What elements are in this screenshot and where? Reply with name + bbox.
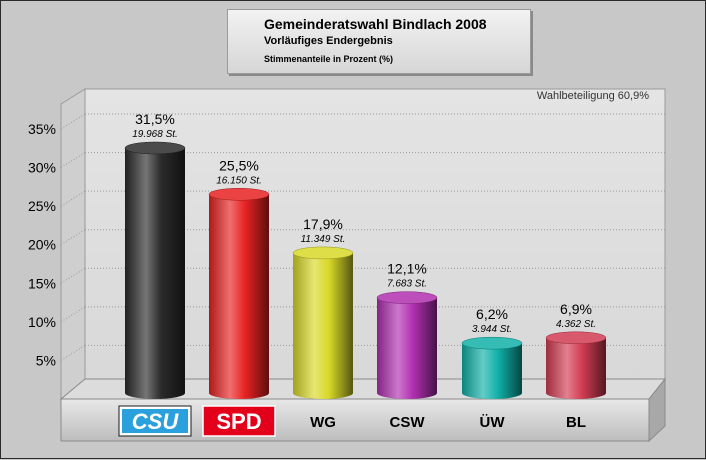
csu-logo-text: CSU [132,409,180,434]
votes-label: 19.968 St. [132,129,178,140]
title-box: Gemeinderatswahl Bindlach 2008 Vorläufig… [227,9,531,74]
bar-top [545,331,607,345]
floor-side [648,377,666,443]
spd-logo-text: SPD [216,409,261,434]
bar-wg [292,246,354,399]
chart-title: Gemeinderatswahl Bindlach 2008 [264,16,487,32]
bar-spd [208,188,270,399]
bar-bl [545,331,607,399]
turnout-annotation: Wahlbeteiligung 60,9% [537,90,649,102]
bar-body [546,337,606,399]
votes-label: 4.362 St. [556,319,596,330]
bar-body [209,194,269,399]
bar-body [377,297,437,399]
csu-logo: CSU [118,405,192,437]
value-label: 31,5% [135,111,175,127]
y-tick-label: 30% [28,160,56,176]
y-tick-label: 10% [28,314,56,330]
category-label: WG [310,414,336,431]
chart-subtitle: Vorläufiges Endergebnis [264,35,393,47]
y-tick-label: 25% [28,198,56,214]
bars [124,141,607,399]
bar-csw [376,291,438,399]
votes-label: 7.683 St. [387,279,427,290]
bar-top [124,141,186,155]
category-label: ÜW [480,414,506,431]
votes-label: 11.349 St. [301,234,346,245]
bar-body [462,343,522,399]
bar-body [293,252,353,399]
y-tick-label: 35% [28,121,56,137]
value-label: 6,9% [560,301,592,317]
category-label: CSW [390,414,426,431]
bar-body [125,148,185,399]
bar-top [376,291,438,304]
bar-labels: 31,5% 19.968 St. 25,5% 16.150 St. 17,9% 11.34… [132,111,596,335]
bar-top [461,336,523,350]
value-label: 12,1% [387,261,427,277]
spd-logo: SPD [202,405,276,437]
value-label: 25,5% [219,157,259,173]
value-label: 6,2% [476,306,508,322]
bar-top [208,188,270,201]
side-wall [60,88,86,400]
y-tick-label: 20% [28,237,56,253]
chart-caption: Stimmenanteile in Prozent (%) [264,54,394,64]
category-label: BL [566,414,586,431]
bar-csu [124,141,186,399]
y-tick-label: 5% [36,352,56,368]
votes-label: 3.944 St. [472,324,512,335]
bar-top [292,246,354,260]
y-tick-label: 15% [28,275,56,291]
value-label: 17,9% [303,216,343,232]
bar-üw [461,336,523,399]
votes-label: 16.150 St. [216,175,262,186]
category-labels: CSU SPD WG CSW ÜW BL [118,405,586,437]
y-axis-ticks: 5% 10% 15% 20% 25% 30% 35% [28,121,56,368]
